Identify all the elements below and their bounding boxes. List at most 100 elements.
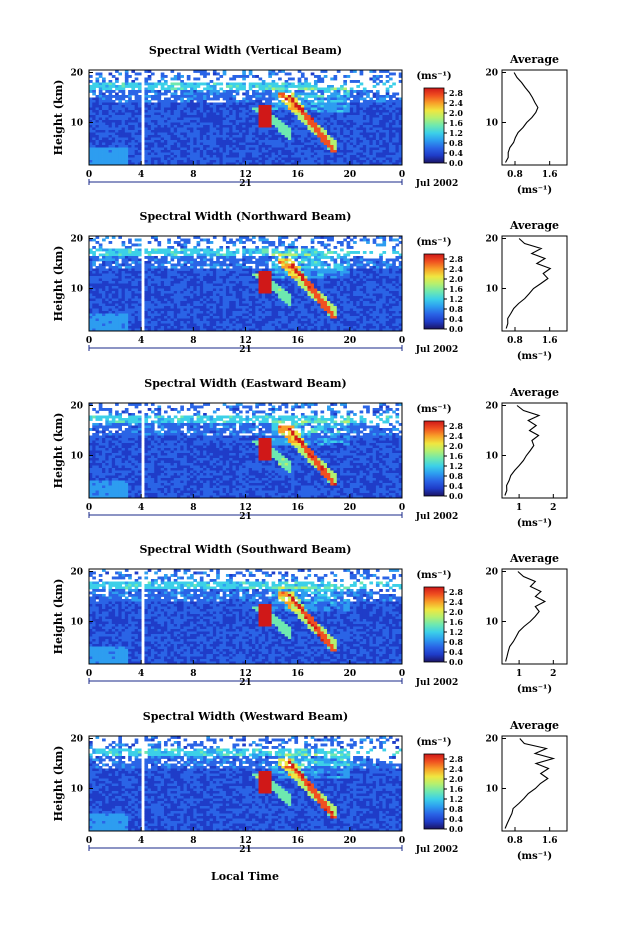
heatmap-cell bbox=[112, 108, 116, 111]
heatmap-cell bbox=[125, 266, 129, 269]
heatmap-cell bbox=[320, 95, 324, 98]
heatmap-cell bbox=[223, 158, 227, 161]
heatmap-cell bbox=[135, 289, 139, 292]
heatmap-cell bbox=[229, 118, 233, 121]
heatmap-cell bbox=[330, 98, 334, 101]
heatmap-cell bbox=[148, 274, 152, 277]
heatmap-cell bbox=[148, 296, 152, 299]
heatmap-cell bbox=[301, 289, 305, 292]
heatmap-cell bbox=[327, 103, 331, 106]
heatmap-cell bbox=[285, 138, 289, 141]
heatmap-cell bbox=[99, 110, 103, 113]
heatmap-cell bbox=[262, 153, 266, 156]
heatmap-cell bbox=[122, 140, 126, 143]
heatmap-cell bbox=[268, 103, 272, 106]
heatmap-cell bbox=[386, 88, 390, 91]
heatmap-cell bbox=[252, 276, 256, 279]
heatmap-cell bbox=[115, 150, 119, 153]
heatmap-cell bbox=[177, 244, 181, 247]
heatmap-cell bbox=[291, 125, 295, 128]
heatmap-cell bbox=[366, 284, 370, 287]
heatmap-cell bbox=[376, 110, 380, 113]
heatmap-cell bbox=[226, 160, 230, 163]
heatmap-cell bbox=[272, 158, 276, 161]
heatmap-cell bbox=[353, 261, 357, 264]
heatmap-cell bbox=[275, 256, 279, 259]
heatmap-cell bbox=[373, 128, 377, 131]
heatmap-cell bbox=[262, 264, 266, 267]
heatmap-cell bbox=[307, 125, 311, 128]
heatmap-cell bbox=[229, 93, 233, 96]
heatmap-cell bbox=[278, 145, 282, 148]
heatmap-cell bbox=[314, 85, 318, 88]
heatmap-cell bbox=[151, 153, 155, 156]
heatmap-cell bbox=[105, 125, 109, 128]
heatmap-cell bbox=[307, 128, 311, 131]
heatmap-cell bbox=[278, 241, 282, 244]
heatmap-cell bbox=[376, 115, 380, 118]
heatmap-cell bbox=[285, 80, 289, 83]
heatmap-cell bbox=[102, 78, 106, 81]
heatmap-cell bbox=[135, 138, 139, 141]
heatmap-cell bbox=[213, 251, 217, 254]
heatmap-cell bbox=[118, 140, 122, 143]
heatmap-cell bbox=[135, 118, 139, 121]
heatmap-cell bbox=[262, 284, 266, 287]
heatmap-cell bbox=[395, 128, 399, 131]
heatmap-cell bbox=[239, 100, 243, 103]
heatmap-cell bbox=[285, 246, 289, 249]
heatmap-cell bbox=[236, 118, 240, 121]
heatmap-cell bbox=[105, 150, 109, 153]
heatmap-cell bbox=[272, 83, 276, 86]
heatmap-cell bbox=[112, 120, 116, 123]
heatmap-cell bbox=[268, 128, 272, 131]
heatmap-cell bbox=[167, 103, 171, 106]
heatmap-cell bbox=[343, 98, 347, 101]
heatmap-cell bbox=[167, 291, 171, 294]
heatmap-cell bbox=[151, 120, 155, 123]
heatmap-cell bbox=[343, 256, 347, 259]
heatmap-cell bbox=[291, 279, 295, 282]
heatmap-cell bbox=[118, 100, 122, 103]
heatmap-cell bbox=[171, 135, 175, 138]
heatmap-cell bbox=[151, 95, 155, 98]
heatmap-cell bbox=[311, 140, 315, 143]
heatmap-cell bbox=[304, 145, 308, 148]
heatmap-cell bbox=[96, 249, 100, 252]
heatmap-cell bbox=[89, 118, 93, 121]
heatmap-cell bbox=[135, 155, 139, 158]
heatmap-cell bbox=[171, 138, 175, 141]
heatmap-cell bbox=[128, 95, 132, 98]
heatmap-cell bbox=[343, 289, 347, 292]
heatmap-cell bbox=[386, 90, 390, 93]
heatmap-cell bbox=[177, 291, 181, 294]
heatmap-cell bbox=[226, 93, 230, 96]
heatmap-cell bbox=[92, 128, 96, 131]
heatmap-cell bbox=[259, 284, 263, 287]
heatmap-cell bbox=[317, 80, 321, 83]
heatmap-cell bbox=[376, 153, 380, 156]
heatmap-cell bbox=[118, 90, 122, 93]
heatmap-cell bbox=[369, 291, 373, 294]
heatmap-cell bbox=[203, 269, 207, 272]
heatmap-cell bbox=[206, 271, 210, 274]
heatmap-cell bbox=[395, 113, 399, 116]
heatmap-cell bbox=[330, 269, 334, 272]
heatmap-cell bbox=[210, 90, 214, 93]
heatmap-cell bbox=[180, 80, 184, 83]
heatmap-cell bbox=[210, 254, 214, 257]
heatmap-cell bbox=[144, 274, 148, 277]
heatmap-cell bbox=[255, 85, 259, 88]
heatmap-cell bbox=[125, 115, 129, 118]
heatmap-cell bbox=[246, 296, 250, 299]
heatmap-cell bbox=[389, 291, 393, 294]
heatmap-cell bbox=[109, 249, 113, 252]
heatmap-cell bbox=[337, 158, 341, 161]
heatmap-cell bbox=[311, 90, 315, 93]
heatmap-cell bbox=[356, 90, 360, 93]
heatmap-cell bbox=[314, 264, 318, 267]
heatmap-cell bbox=[314, 153, 318, 156]
heatmap-cell bbox=[177, 150, 181, 153]
heatmap-cell bbox=[337, 294, 341, 297]
heatmap-cell bbox=[96, 138, 100, 141]
